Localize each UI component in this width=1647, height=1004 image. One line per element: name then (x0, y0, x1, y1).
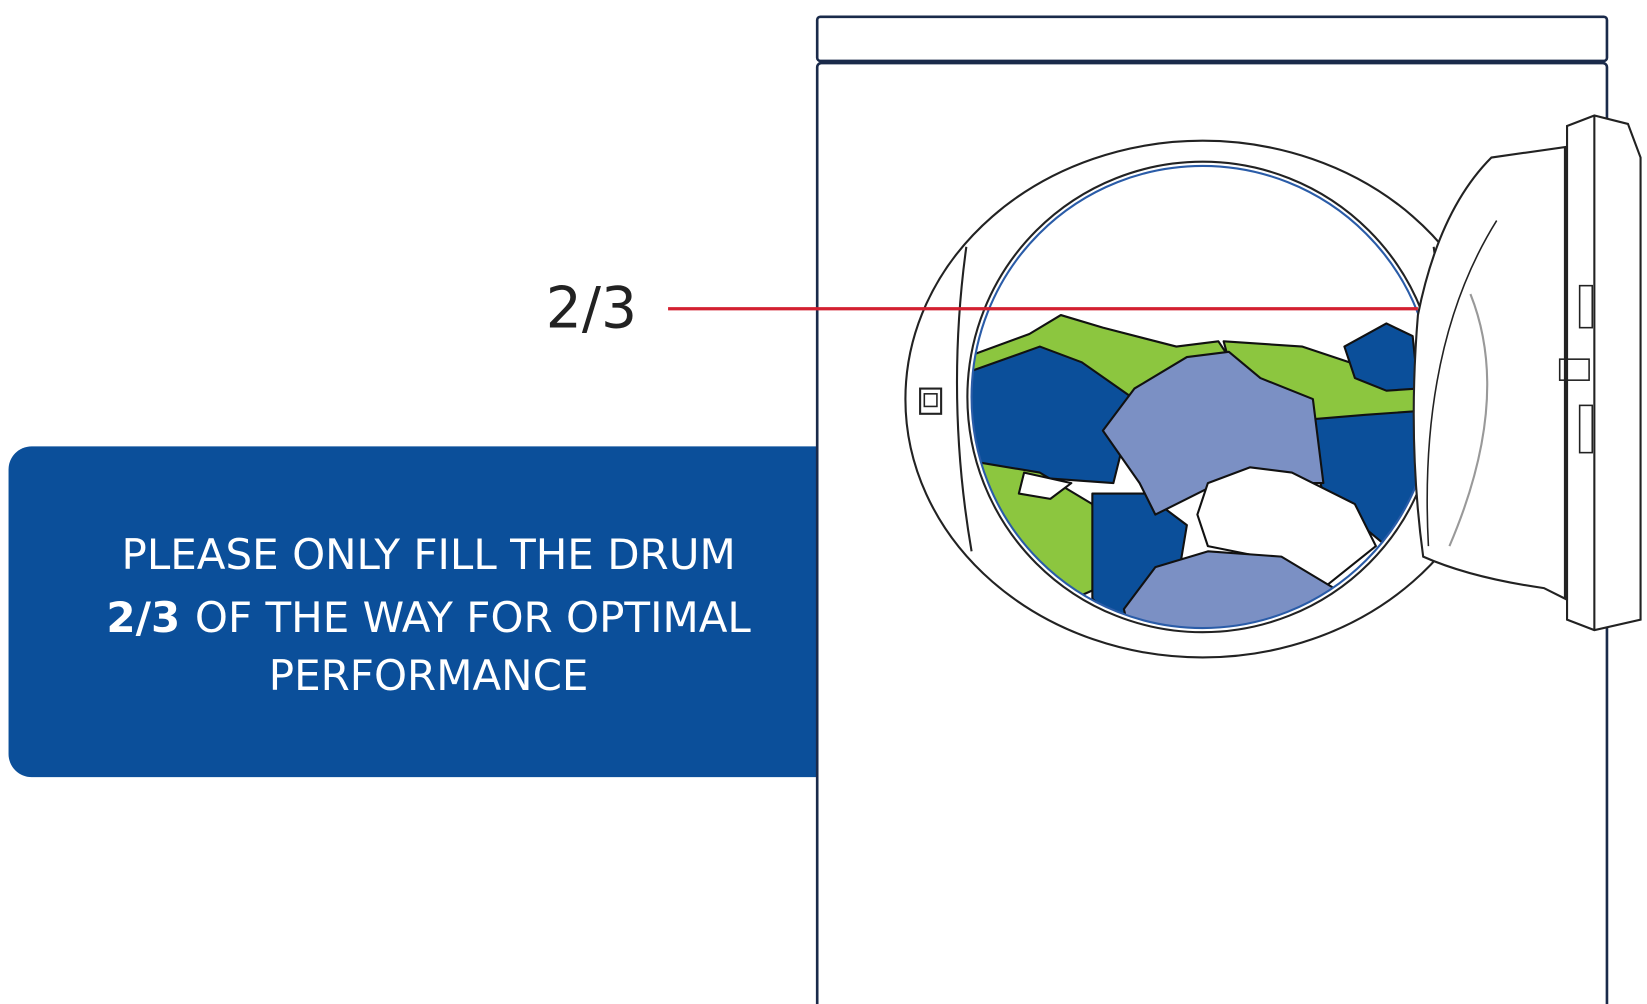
page: 2/3 PLEASE ONLY FILL THE DRUM 2/3 OF THE … (0, 0, 1647, 1004)
fill-level-label: 2/3 (546, 276, 637, 342)
door (1567, 116, 1641, 631)
message-emphasis: 2/3 (106, 593, 180, 642)
message-line: PERFORMANCE (269, 651, 589, 700)
message-text: OF THE WAY FOR OPTIMAL (195, 593, 752, 642)
message-line: 2/3 OF THE WAY FOR OPTIMAL (106, 593, 751, 642)
washer-top (817, 17, 1607, 61)
message-line: PLEASE ONLY FILL THE DRUM (122, 530, 736, 579)
illustration: 2/3 PLEASE ONLY FILL THE DRUM 2/3 OF THE … (0, 0, 1647, 1004)
